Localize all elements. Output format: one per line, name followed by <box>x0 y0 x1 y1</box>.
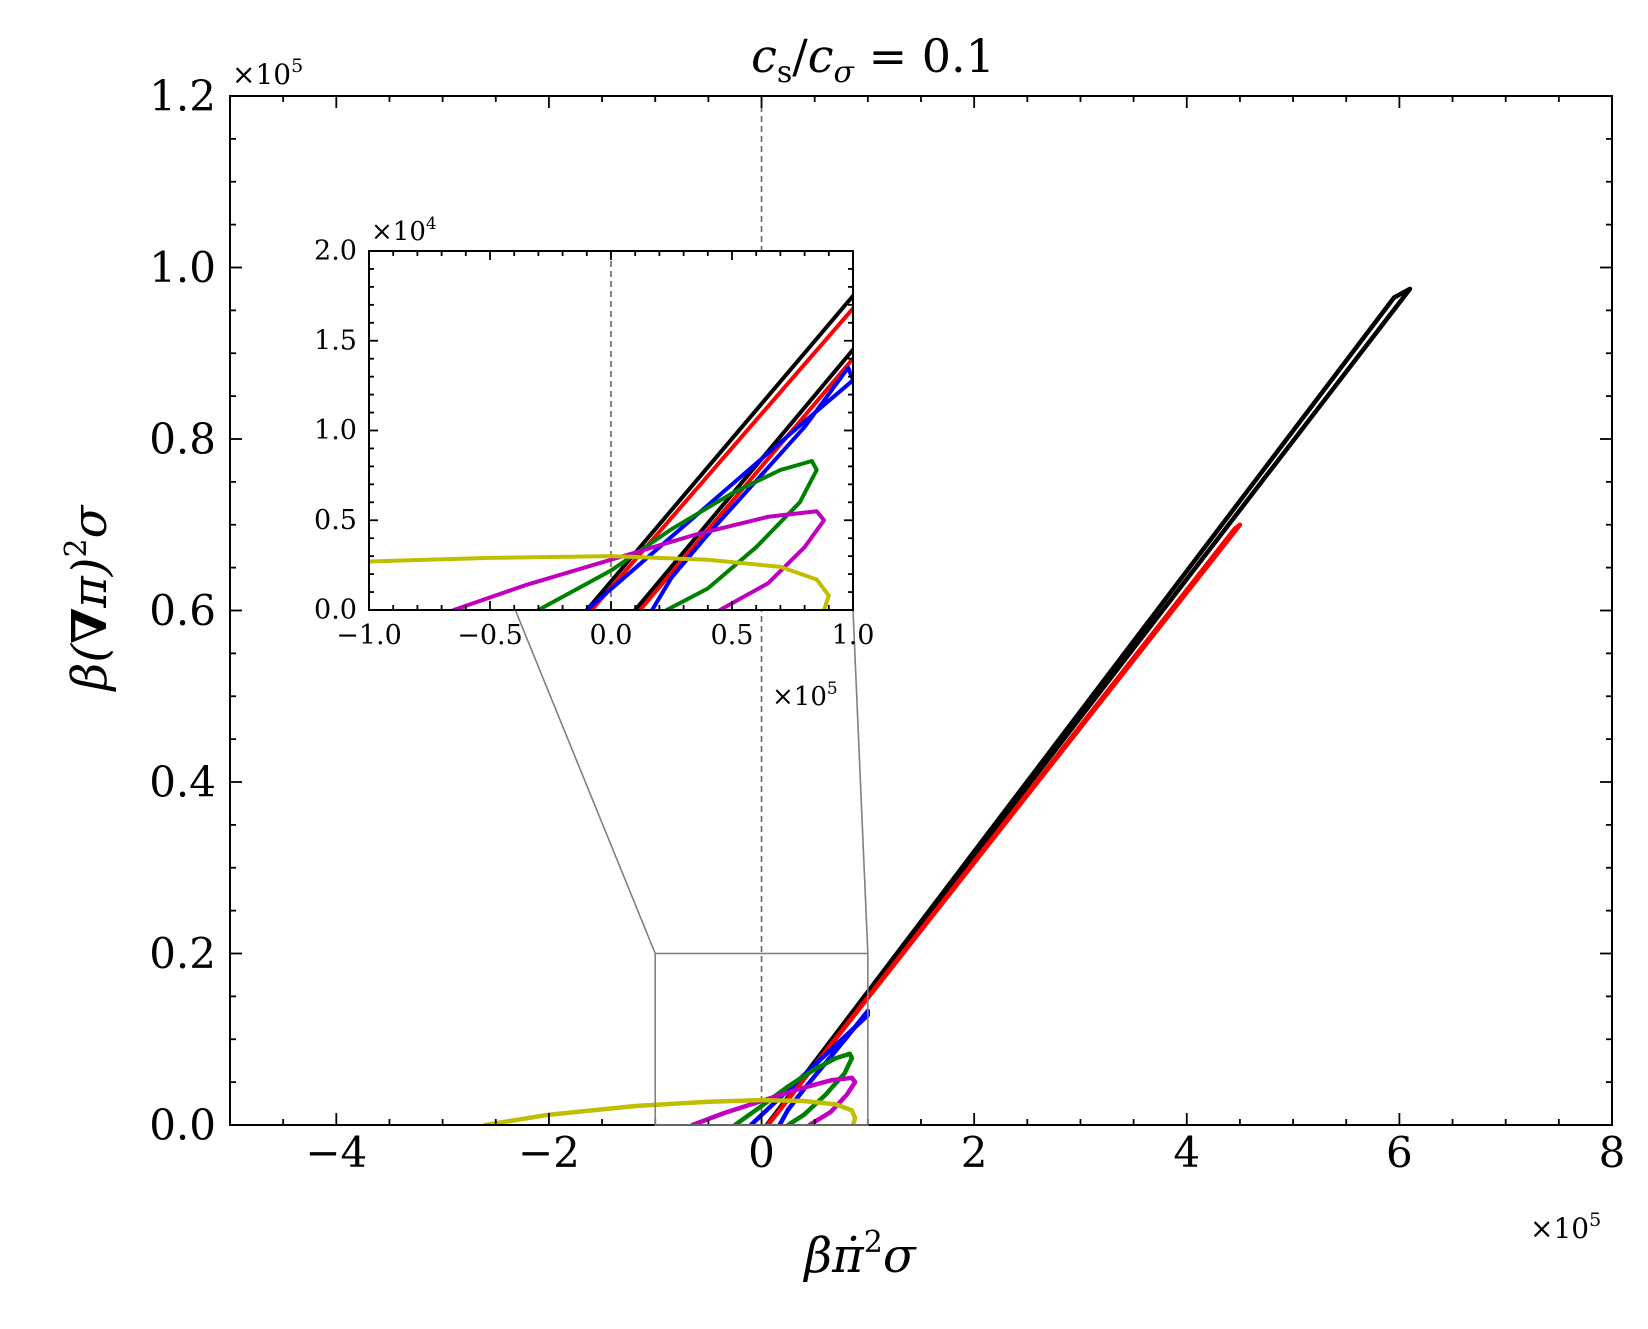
title-sigma: σ <box>834 55 856 90</box>
main-y-tick-label: 0.4 <box>149 758 216 807</box>
main-y-tick-label: 0.2 <box>149 929 216 978</box>
title-s: s <box>777 55 792 90</box>
inset-x-scale: ×105 <box>772 679 838 712</box>
main-y-tick-label: 0.0 <box>149 1101 216 1150</box>
main-x-tick-label: 4 <box>1173 1128 1200 1177</box>
inset-x-tick-label: −1.0 <box>336 620 402 651</box>
title-slash: / <box>792 29 808 83</box>
title-c: c <box>751 29 777 83</box>
inset-x-tick-label: −0.5 <box>457 620 523 651</box>
main-x-tick-label: −2 <box>518 1128 580 1177</box>
inset-ticks <box>368 250 854 611</box>
inset-tick-labels: −1.0 −0.5 0.0 0.5 1.0 0.0 0.5 1.0 1.5 2.0 <box>314 236 874 652</box>
main-series-black <box>764 286 1413 1125</box>
main-y-tick-label: 0.6 <box>149 586 216 635</box>
main-x-tick-label: 6 <box>1386 1128 1413 1177</box>
inset-x-tick-label: 0.0 <box>590 620 633 651</box>
x-axis-label: βπ̇2σ <box>802 1225 916 1284</box>
inset-y-scale: ×104 <box>371 214 437 247</box>
main-ticks <box>229 95 1613 1126</box>
main-y-tick-label: 0.8 <box>149 415 216 464</box>
main-x-tick-label: 8 <box>1599 1128 1626 1177</box>
inset-y-tick-label: 0.5 <box>314 505 357 536</box>
main-x-tick-label: 0 <box>748 1128 775 1177</box>
main-y-tick-label: 1.2 <box>149 72 216 121</box>
main-x-scale: ×105 <box>1530 1209 1601 1245</box>
inset-series-yellow <box>369 554 831 610</box>
inset-y-tick-label: 1.0 <box>314 415 357 446</box>
main-series-red <box>765 522 1243 1125</box>
inset-y-tick-label: 0.0 <box>314 595 357 626</box>
zoom-connector-right <box>852 609 869 954</box>
title-eq: = 0.1 <box>854 29 995 83</box>
zoom-box <box>654 952 869 1126</box>
main-y-scale: ×105 <box>232 55 303 91</box>
main-tick-labels: −4 −2 0 2 4 6 8 0.0 0.2 0.4 0.6 0.8 1.0 1.2 <box>149 72 1625 1178</box>
inset-series-blue <box>584 365 853 610</box>
inset-background <box>369 251 853 610</box>
inset-x-tick-label: 1.0 <box>832 620 875 651</box>
main-y-tick-label: 1.0 <box>149 243 216 292</box>
main-x-tick-label: 2 <box>961 1128 988 1177</box>
inset-series-group <box>369 293 853 610</box>
y-axis-label: β(∇π)2σ <box>59 504 118 692</box>
inset-series-magenta <box>451 509 826 610</box>
main-x-tick-label: −4 <box>305 1128 367 1177</box>
inset-y-tick-label: 2.0 <box>314 236 357 267</box>
inset-x-tick-label: 0.5 <box>711 620 754 651</box>
chart-title: cs/cσ = 0.1 <box>751 29 995 90</box>
title-c2: c <box>808 29 834 83</box>
inset-y-tick-label: 1.5 <box>314 325 357 356</box>
main-series-yellow <box>482 1097 858 1125</box>
